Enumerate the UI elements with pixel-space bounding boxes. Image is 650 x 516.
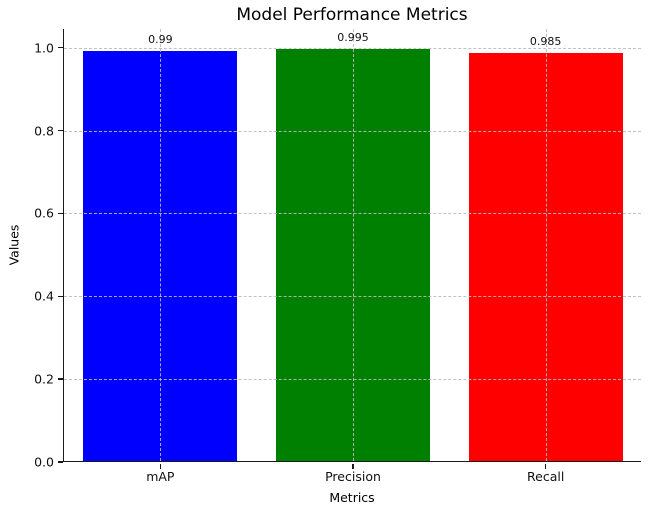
bar-value-label: 0.995 [337,30,369,44]
x-tick-mark [352,463,354,469]
x-tick-label: Precision [325,469,381,484]
y-tick-mark [57,46,63,49]
bar-precision [275,48,431,461]
x-tick-mark [545,463,547,469]
y-axis-label: Values [6,224,22,266]
bar-map [83,50,238,461]
bar-recall [468,52,623,461]
y-tick-mark [57,212,63,215]
plot-area: mAP 0.99 Precision 0.995 Recall 0.985 0.0 0.2 0.… [34,29,641,484]
y-tick-mark [57,295,63,297]
y-tick-label: 0.2 [34,371,54,387]
y-tick-label: 0.4 [34,288,54,304]
bar-value-label: 0.99 [148,32,173,46]
bar-value-label: 0.985 [529,34,562,48]
y-tick-label: 0.6 [34,205,54,221]
y-tick-label: 1.0 [34,40,54,56]
chart-title: Model Performance Metrics [236,5,468,25]
y-tick-mark [57,378,63,380]
x-tick-label: mAP [146,469,175,484]
y-tick-label: 0.0 [34,454,54,470]
x-tick-label: Recall [527,469,565,484]
y-tick-label: 0.8 [34,123,54,139]
y-tick-mark [57,129,63,132]
x-axis-label: Metrics [329,490,375,505]
x-tick-mark [159,463,161,469]
y-tick-mark [57,461,63,463]
